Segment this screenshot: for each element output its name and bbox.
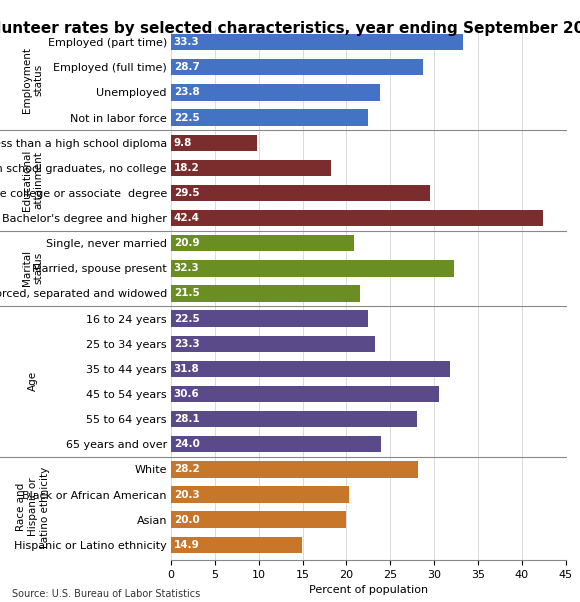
Text: 32.3: 32.3 <box>174 263 200 273</box>
Text: 14.9: 14.9 <box>174 540 200 550</box>
Bar <box>171 536 302 553</box>
Bar <box>171 34 463 51</box>
Bar <box>171 285 360 302</box>
Bar <box>171 110 368 126</box>
Text: 30.6: 30.6 <box>174 389 200 399</box>
Text: 23.8: 23.8 <box>174 87 200 98</box>
Text: 33.3: 33.3 <box>174 37 200 47</box>
Bar <box>171 361 450 377</box>
Bar <box>171 185 430 201</box>
Text: 18.2: 18.2 <box>174 163 200 173</box>
Bar <box>171 411 418 427</box>
Text: Volunteer rates by selected characteristics, year ending September 2011: Volunteer rates by selected characterist… <box>0 21 580 36</box>
Text: Age: Age <box>28 371 38 391</box>
Text: 23.3: 23.3 <box>174 339 200 349</box>
Text: 28.7: 28.7 <box>174 62 200 72</box>
X-axis label: Percent of population: Percent of population <box>309 585 428 595</box>
Text: 28.2: 28.2 <box>174 464 200 474</box>
Text: 29.5: 29.5 <box>174 188 200 198</box>
Text: 31.8: 31.8 <box>174 364 200 374</box>
Bar <box>171 210 543 226</box>
Text: 42.4: 42.4 <box>174 213 200 223</box>
Text: 24.0: 24.0 <box>174 439 200 449</box>
Bar <box>171 335 375 352</box>
Text: Educational
attainment: Educational attainment <box>22 150 44 211</box>
Bar <box>171 486 349 503</box>
Bar <box>171 311 368 327</box>
Text: Employment
status: Employment status <box>22 47 44 113</box>
Bar <box>171 134 257 151</box>
Text: 28.1: 28.1 <box>174 414 200 424</box>
Text: 22.5: 22.5 <box>174 113 200 123</box>
Bar <box>171 436 382 453</box>
Text: 20.0: 20.0 <box>174 515 200 525</box>
Text: 22.5: 22.5 <box>174 314 200 324</box>
Text: 21.5: 21.5 <box>174 288 200 299</box>
Bar <box>171 260 454 276</box>
Bar <box>171 386 439 402</box>
Bar <box>171 235 354 252</box>
Bar <box>171 84 380 101</box>
Text: Marital
status: Marital status <box>22 250 44 287</box>
Bar <box>171 160 331 176</box>
Text: 20.3: 20.3 <box>174 489 200 500</box>
Text: 9.8: 9.8 <box>174 138 192 147</box>
Bar <box>171 461 418 477</box>
Bar <box>171 59 423 75</box>
Text: Source: U.S. Bureau of Labor Statistics: Source: U.S. Bureau of Labor Statistics <box>12 589 200 599</box>
Text: Race and
Hispanic or
Latino ethnicity: Race and Hispanic or Latino ethnicity <box>16 467 50 548</box>
Text: 20.9: 20.9 <box>174 238 200 248</box>
Bar <box>171 512 346 528</box>
